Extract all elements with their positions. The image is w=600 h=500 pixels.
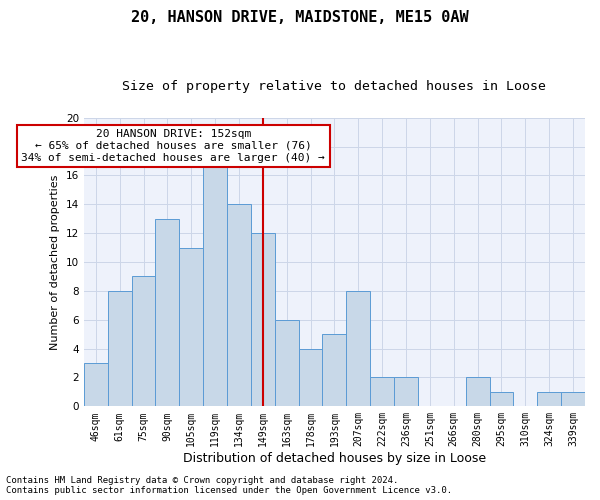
Bar xyxy=(322,334,346,406)
Bar xyxy=(108,291,131,406)
X-axis label: Distribution of detached houses by size in Loose: Distribution of detached houses by size … xyxy=(183,452,486,465)
Bar xyxy=(299,348,322,406)
Bar xyxy=(84,363,108,406)
Bar xyxy=(131,276,155,406)
Bar xyxy=(561,392,585,406)
Text: Contains HM Land Registry data © Crown copyright and database right 2024.
Contai: Contains HM Land Registry data © Crown c… xyxy=(6,476,452,495)
Y-axis label: Number of detached properties: Number of detached properties xyxy=(50,174,60,350)
Bar xyxy=(203,161,227,406)
Text: 20, HANSON DRIVE, MAIDSTONE, ME15 0AW: 20, HANSON DRIVE, MAIDSTONE, ME15 0AW xyxy=(131,10,469,25)
Bar xyxy=(537,392,561,406)
Bar xyxy=(155,219,179,406)
Bar xyxy=(466,378,490,406)
Bar xyxy=(490,392,514,406)
Bar xyxy=(370,378,394,406)
Bar xyxy=(179,248,203,406)
Text: 20 HANSON DRIVE: 152sqm
← 65% of detached houses are smaller (76)
34% of semi-de: 20 HANSON DRIVE: 152sqm ← 65% of detache… xyxy=(22,130,325,162)
Bar xyxy=(346,291,370,406)
Bar xyxy=(275,320,299,406)
Bar xyxy=(251,233,275,406)
Bar xyxy=(227,204,251,406)
Title: Size of property relative to detached houses in Loose: Size of property relative to detached ho… xyxy=(122,80,547,93)
Bar xyxy=(394,378,418,406)
